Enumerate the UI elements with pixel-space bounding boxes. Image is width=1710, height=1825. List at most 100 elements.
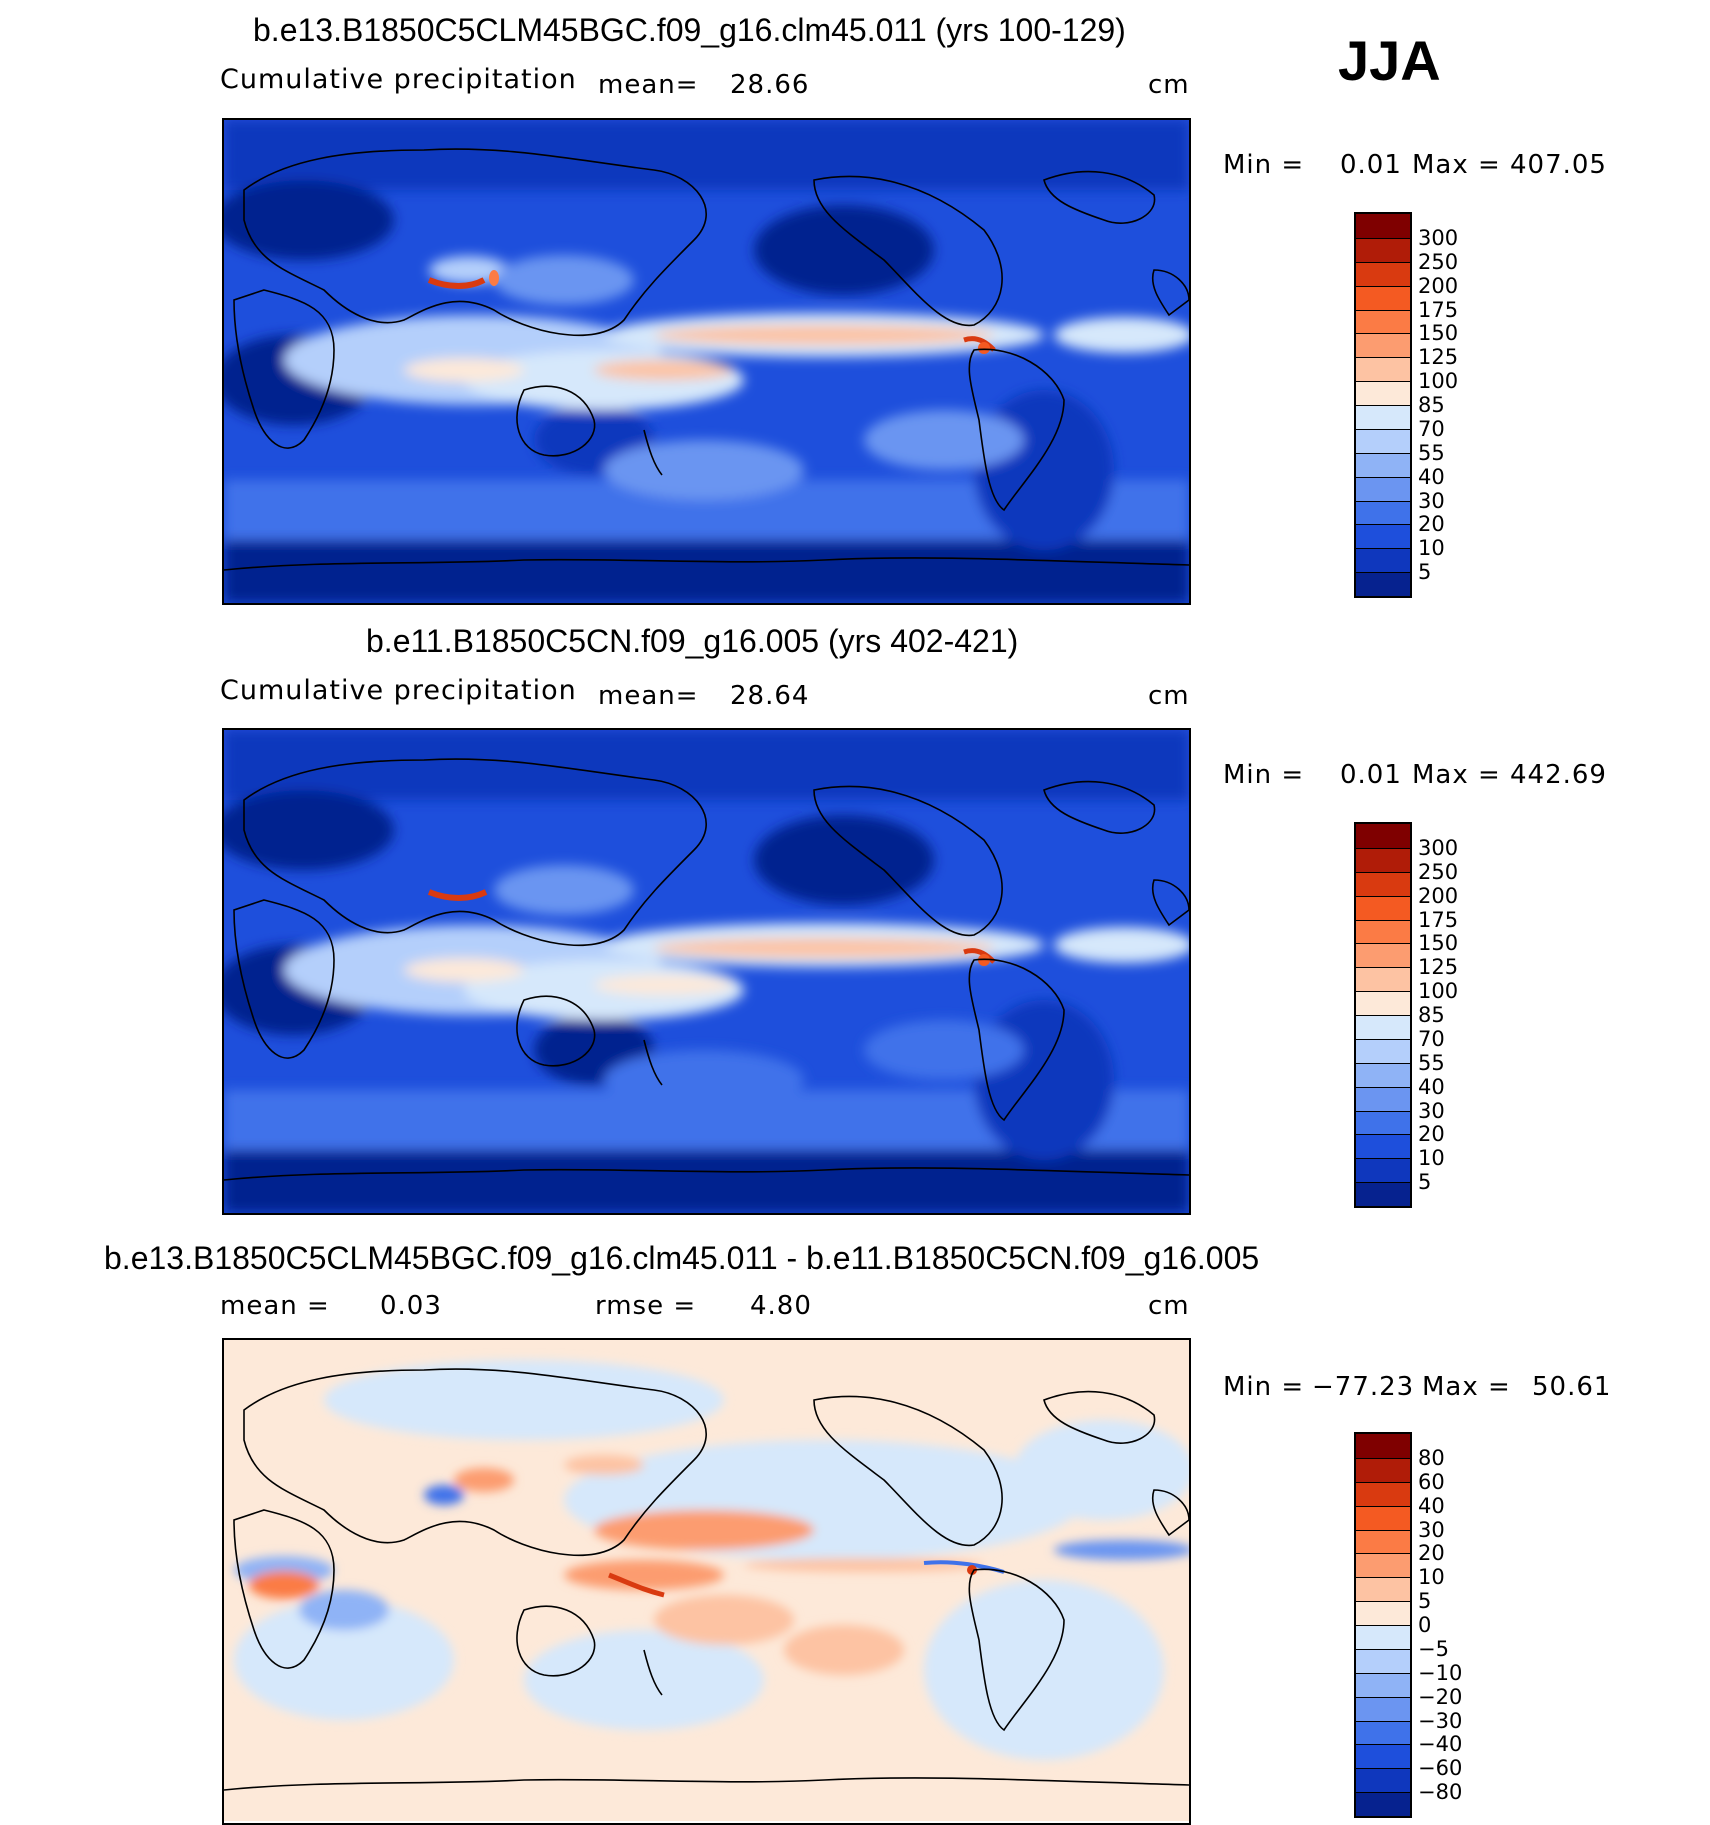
colorbar-tick-label: 20	[1418, 1122, 1445, 1147]
colorbar-tick-label: 5	[1418, 1589, 1432, 1614]
colorbar-tick-label: 20	[1418, 1541, 1445, 1566]
colorbar-tick-label: 40	[1418, 1493, 1445, 1518]
panel2-mean-label: mean=	[598, 681, 699, 711]
colorbar-swatch	[1356, 1792, 1410, 1816]
colorbar-tick-label: 200	[1418, 883, 1459, 908]
colorbar-tick-label: 100	[1418, 979, 1459, 1004]
colorbar-swatch	[1356, 895, 1410, 920]
panel1-variable: Cumulative precipitation	[220, 64, 577, 95]
colorbar-tick-label: −20	[1418, 1684, 1463, 1709]
colorbar-tick-label: 20	[1418, 512, 1445, 537]
colorbar-swatch	[1356, 333, 1410, 358]
panel2-units: cm	[1148, 681, 1190, 711]
colorbar-tick-label: 10	[1418, 1146, 1445, 1171]
colorbar-swatch	[1356, 1158, 1410, 1183]
colorbar-swatch	[1356, 1015, 1410, 1039]
colorbar-tick-label: 125	[1418, 345, 1459, 370]
panel1-mean-label: mean=	[598, 70, 699, 100]
colorbar-swatch	[1356, 1505, 1410, 1530]
colorbar-tick-label: 55	[1418, 440, 1445, 465]
panel2-min-label: Min =	[1223, 760, 1305, 790]
colorbar-swatch	[1356, 405, 1410, 429]
colorbar-swatch	[1356, 237, 1410, 262]
colorbar-swatch	[1356, 919, 1410, 944]
colorbar-swatch	[1356, 1672, 1410, 1697]
panel2-min-value: 0.01	[1340, 760, 1402, 790]
panel3-units: cm	[1148, 1291, 1190, 1321]
colorbar-tick-label: 40	[1418, 464, 1445, 489]
colorbar-tick-label: −5	[1418, 1636, 1449, 1661]
colorbar-tick-label: 0	[1418, 1613, 1432, 1637]
panel3-difference-map	[222, 1338, 1191, 1825]
colorbar-tick-label: 30	[1418, 488, 1445, 513]
colorbar-tick-label: 200	[1418, 273, 1459, 298]
colorbar-swatch	[1356, 1110, 1410, 1135]
colorbar-swatch	[1356, 261, 1410, 286]
colorbar-swatch	[1356, 991, 1410, 1015]
panel2-variable: Cumulative precipitation	[220, 675, 577, 706]
colorbar-swatch	[1356, 1529, 1410, 1554]
panel3-max-value: 50.61	[1532, 1372, 1612, 1402]
panel3-rmse-value: 4.80	[750, 1291, 812, 1321]
colorbar-swatch	[1356, 285, 1410, 310]
panel2-colorbar	[1354, 822, 1412, 1208]
colorbar-tick-label: 70	[1418, 1026, 1445, 1051]
colorbar-tick-label: 60	[1418, 1469, 1445, 1494]
colorbar-swatch	[1356, 1577, 1410, 1602]
colorbar-swatch	[1356, 214, 1410, 238]
colorbar-tick-label: 300	[1418, 835, 1459, 860]
colorbar-swatch	[1356, 824, 1410, 848]
colorbar-tick-label: −60	[1418, 1756, 1463, 1781]
panel1-precip-map	[222, 118, 1191, 605]
colorbar-swatch	[1356, 1134, 1410, 1159]
colorbar-swatch	[1356, 381, 1410, 405]
colorbar-tick-label: 30	[1418, 1517, 1445, 1542]
colorbar-tick-label: 40	[1418, 1074, 1445, 1099]
colorbar-swatch	[1356, 1481, 1410, 1506]
colorbar-swatch	[1356, 524, 1410, 549]
panel2-max-label: Max =	[1412, 760, 1501, 790]
panel1-max-value: 407.05	[1510, 150, 1607, 180]
colorbar-tick-label: 150	[1418, 931, 1459, 956]
panel1-min-value: 0.01	[1340, 150, 1402, 180]
colorbar-tick-label: 150	[1418, 321, 1459, 346]
colorbar-tick-label: 10	[1418, 1565, 1445, 1590]
colorbar-swatch	[1356, 357, 1410, 382]
colorbar-swatch	[1356, 309, 1410, 334]
colorbar-tick-label: 250	[1418, 249, 1459, 274]
panel3-max-label: Max =	[1422, 1372, 1511, 1402]
colorbar-swatch	[1356, 1696, 1410, 1721]
colorbar-swatch	[1356, 1720, 1410, 1745]
colorbar-tick-label: 100	[1418, 369, 1459, 394]
colorbar-swatch	[1356, 1648, 1410, 1673]
colorbar-swatch	[1356, 572, 1410, 596]
panel1-units: cm	[1148, 70, 1190, 100]
colorbar-swatch	[1356, 1744, 1410, 1769]
colorbar-tick-label: 125	[1418, 955, 1459, 980]
panel3-colorbar	[1354, 1432, 1412, 1818]
colorbar-tick-label: 300	[1418, 225, 1459, 250]
colorbar-swatch	[1356, 548, 1410, 573]
colorbar-swatch	[1356, 1625, 1410, 1649]
colorbar-swatch	[1356, 476, 1410, 501]
panel3-min-value: −77.23	[1312, 1372, 1415, 1402]
colorbar-swatch	[1356, 1434, 1410, 1458]
colorbar-tick-label: −30	[1418, 1708, 1463, 1733]
colorbar-tick-label: −10	[1418, 1660, 1463, 1685]
colorbar-swatch	[1356, 871, 1410, 896]
colorbar-swatch	[1356, 1182, 1410, 1206]
colorbar-tick-label: 70	[1418, 416, 1445, 441]
colorbar-swatch	[1356, 967, 1410, 992]
colorbar-swatch	[1356, 500, 1410, 525]
panel2-max-value: 442.69	[1510, 760, 1607, 790]
colorbar-tick-label: 175	[1418, 297, 1459, 322]
colorbar-swatch	[1356, 428, 1410, 453]
panel1-colorbar	[1354, 212, 1412, 598]
panel3-title: b.e13.B1850C5CLM45BGC.f09_g16.clm45.011 …	[104, 1240, 1260, 1276]
colorbar-swatch	[1356, 1768, 1410, 1793]
colorbar-tick-label: 85	[1418, 1003, 1445, 1027]
colorbar-tick-label: 10	[1418, 536, 1445, 561]
colorbar-tick-label: −40	[1418, 1732, 1463, 1757]
colorbar-swatch	[1356, 1601, 1410, 1625]
colorbar-tick-label: 85	[1418, 393, 1445, 417]
